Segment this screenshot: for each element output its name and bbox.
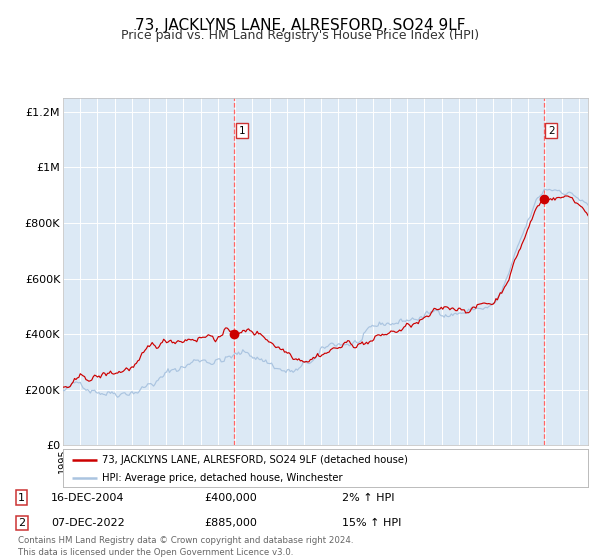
Text: Price paid vs. HM Land Registry's House Price Index (HPI): Price paid vs. HM Land Registry's House … — [121, 29, 479, 42]
HPI: Average price, detached house, Winchester: (2.02e+03, 9.22e+05): Average price, detached house, Wincheste… — [541, 186, 548, 193]
Text: 1: 1 — [239, 126, 245, 136]
73, JACKLYNS LANE, ALRESFORD, SO24 9LF (detached house) — [584, 212, 592, 219]
73, JACKLYNS LANE, ALRESFORD, SO24 9LF (detached house) — [421, 314, 428, 321]
Text: 07-DEC-2022: 07-DEC-2022 — [51, 518, 125, 528]
Text: 1: 1 — [18, 493, 25, 503]
73, JACKLYNS LANE, ALRESFORD, SO24 9LF (detached house) — [449, 305, 457, 311]
Text: Contains HM Land Registry data © Crown copyright and database right 2024.
This d: Contains HM Land Registry data © Crown c… — [18, 536, 353, 557]
73, JACKLYNS LANE, ALRESFORD, SO24 9LF (detached house) — [169, 339, 176, 346]
73, JACKLYNS LANE, ALRESFORD, SO24 9LF (detached house) — [344, 337, 352, 344]
HPI: Average price, detached house, Winchester: (2e+03, 1.72e+05): Average price, detached house, Wincheste… — [114, 394, 121, 400]
Text: £400,000: £400,000 — [204, 493, 257, 503]
Text: 73, JACKLYNS LANE, ALRESFORD, SO24 9LF (detached house): 73, JACKLYNS LANE, ALRESFORD, SO24 9LF (… — [103, 455, 408, 465]
HPI: Average price, detached house, Winchester: (2e+03, 1.96e+05): Average price, detached house, Wincheste… — [59, 388, 67, 394]
Text: 2: 2 — [18, 518, 25, 528]
Line: 73, JACKLYNS LANE, ALRESFORD, SO24 9LF (detached house): 73, JACKLYNS LANE, ALRESFORD, SO24 9LF (… — [63, 196, 588, 388]
Text: HPI: Average price, detached house, Winchester: HPI: Average price, detached house, Winc… — [103, 473, 343, 483]
Text: 73, JACKLYNS LANE, ALRESFORD, SO24 9LF: 73, JACKLYNS LANE, ALRESFORD, SO24 9LF — [135, 18, 465, 33]
Text: £885,000: £885,000 — [204, 518, 257, 528]
73, JACKLYNS LANE, ALRESFORD, SO24 9LF (detached house) — [113, 370, 120, 376]
73, JACKLYNS LANE, ALRESFORD, SO24 9LF (detached house) — [562, 193, 569, 199]
HPI: Average price, detached house, Winchester: (2e+03, 1.88e+05): Average price, detached house, Wincheste… — [111, 390, 118, 396]
73, JACKLYNS LANE, ALRESFORD, SO24 9LF (detached house) — [59, 384, 67, 390]
Text: 16-DEC-2004: 16-DEC-2004 — [51, 493, 125, 503]
HPI: Average price, detached house, Winchester: (2.01e+03, 3.64e+05): Average price, detached house, Wincheste… — [344, 341, 352, 348]
73, JACKLYNS LANE, ALRESFORD, SO24 9LF (detached house) — [150, 341, 157, 348]
Text: 2% ↑ HPI: 2% ↑ HPI — [342, 493, 395, 503]
Text: 2: 2 — [548, 126, 554, 136]
HPI: Average price, detached house, Winchester: (2.02e+03, 4.64e+05): Average price, detached house, Wincheste… — [421, 313, 428, 320]
HPI: Average price, detached house, Winchester: (2.02e+03, 4.67e+05): Average price, detached house, Wincheste… — [449, 312, 457, 319]
HPI: Average price, detached house, Winchester: (2e+03, 2.72e+05): Average price, detached house, Wincheste… — [169, 366, 176, 373]
Line: HPI: Average price, detached house, Winchester: HPI: Average price, detached house, Winc… — [63, 189, 588, 397]
Text: 15% ↑ HPI: 15% ↑ HPI — [342, 518, 401, 528]
73, JACKLYNS LANE, ALRESFORD, SO24 9LF (detached house) — [64, 384, 71, 391]
HPI: Average price, detached house, Winchester: (2.03e+03, 8.65e+05): Average price, detached house, Wincheste… — [584, 202, 592, 208]
HPI: Average price, detached house, Winchester: (2e+03, 2.13e+05): Average price, detached house, Wincheste… — [150, 382, 157, 389]
